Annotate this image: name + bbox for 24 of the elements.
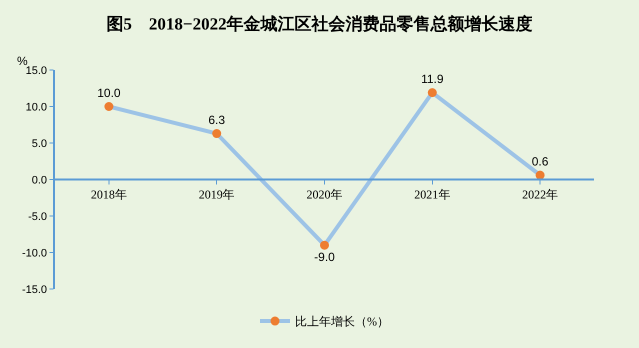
data-label: 6.3 — [208, 112, 226, 127]
data-label: 10.0 — [97, 86, 121, 100]
y-tick-label: -15.0 — [22, 284, 48, 296]
y-tick-label: 0.0 — [32, 174, 48, 186]
y-tick-label: -5.0 — [28, 210, 48, 223]
y-axis-title: % — [17, 54, 28, 68]
legend-label: 比上年增长（%） — [295, 314, 389, 329]
point — [428, 88, 437, 98]
data-label: 11.9 — [421, 72, 444, 86]
x-tick-label: 2020年 — [306, 188, 342, 202]
x-tick-label: 2022年 — [522, 188, 558, 202]
y-tick-label: 10.0 — [26, 101, 48, 114]
x-tick-label: 2021年 — [414, 188, 450, 202]
x-tick-label: 2018年 — [90, 188, 127, 202]
y-tick-label: -10.0 — [22, 247, 48, 260]
y-tick-label: 15.0 — [26, 64, 48, 77]
point — [320, 240, 329, 250]
point — [104, 102, 114, 111]
chart-title: 图5 2018−2022年金城江区社会消费品零售总额增长速度 — [106, 14, 533, 34]
point — [212, 129, 222, 138]
x-tick-label: 2019年 — [198, 188, 235, 202]
y-tick-label: 5.0 — [32, 138, 48, 150]
data-label: 0.6 — [532, 154, 549, 168]
data-label: -9.0 — [314, 250, 336, 264]
